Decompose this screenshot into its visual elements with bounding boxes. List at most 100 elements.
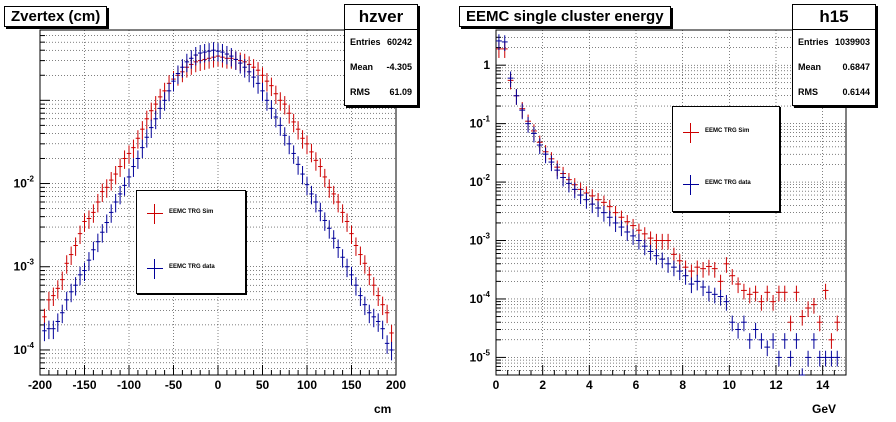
data-point bbox=[665, 233, 671, 250]
data-point bbox=[694, 274, 701, 291]
data-point bbox=[122, 150, 127, 169]
data-point bbox=[781, 285, 788, 302]
data-point bbox=[659, 252, 666, 269]
data-point bbox=[375, 287, 381, 306]
data-point bbox=[349, 266, 354, 286]
legend-label-sim: EEMC TRG Sim bbox=[169, 209, 214, 215]
data-point bbox=[278, 117, 283, 136]
x-tick-label: -200 bbox=[28, 378, 52, 392]
data-point bbox=[157, 100, 163, 119]
x-tick-label: 150 bbox=[341, 378, 361, 392]
data-point bbox=[46, 291, 52, 311]
data-point bbox=[51, 287, 56, 306]
right-stats-box: h15 Entries 1039903 Mean 0.6847 RMS 0.6144 bbox=[792, 4, 876, 106]
x-tick-label: -50 bbox=[165, 378, 183, 392]
x-tick-label: 0 bbox=[215, 378, 222, 392]
data-point bbox=[501, 35, 508, 51]
data-point bbox=[309, 185, 314, 205]
data-point bbox=[764, 285, 771, 302]
data-point bbox=[108, 172, 114, 191]
data-point bbox=[741, 283, 747, 300]
data-point bbox=[64, 291, 69, 311]
series-data bbox=[42, 42, 394, 361]
y-tick-label: 10-4 bbox=[470, 290, 491, 306]
data-point bbox=[758, 294, 765, 311]
y-tick-label: 10-5 bbox=[470, 348, 491, 364]
data-point bbox=[64, 255, 69, 274]
data-point bbox=[327, 220, 332, 239]
data-point bbox=[694, 260, 701, 277]
data-point bbox=[260, 67, 265, 86]
data-point bbox=[260, 82, 265, 102]
data-point bbox=[384, 335, 390, 354]
data-point bbox=[135, 150, 141, 169]
data-point bbox=[55, 313, 61, 332]
data-point bbox=[793, 285, 800, 302]
x-tick-label: 8 bbox=[679, 378, 686, 392]
data-point bbox=[717, 274, 724, 291]
data-point bbox=[752, 322, 759, 339]
data-point bbox=[117, 158, 123, 177]
data-point bbox=[711, 287, 718, 304]
data-point bbox=[117, 185, 123, 205]
y-tick-label: 10-3 bbox=[14, 258, 35, 274]
data-point bbox=[171, 73, 176, 92]
data-point bbox=[507, 71, 514, 88]
data-point bbox=[566, 176, 572, 193]
data-point bbox=[322, 168, 328, 188]
data-point bbox=[659, 233, 666, 250]
data-point bbox=[560, 170, 566, 187]
data-point bbox=[729, 315, 736, 332]
data-point bbox=[318, 202, 323, 222]
data-point bbox=[519, 103, 526, 120]
data-point bbox=[636, 233, 642, 250]
data-point bbox=[344, 258, 350, 278]
data-point bbox=[318, 158, 323, 177]
data-point bbox=[340, 204, 345, 223]
data-point bbox=[781, 333, 788, 349]
data-point bbox=[269, 77, 274, 97]
data-point bbox=[353, 277, 359, 296]
data-point bbox=[589, 197, 596, 214]
data-point bbox=[211, 42, 216, 61]
y-tick-label: 10-2 bbox=[470, 173, 491, 189]
data-point bbox=[73, 237, 78, 256]
data-point bbox=[264, 92, 270, 111]
data-point bbox=[295, 121, 301, 140]
data-point bbox=[304, 176, 310, 196]
data-point bbox=[255, 75, 261, 94]
data-point bbox=[224, 45, 230, 65]
data-point bbox=[91, 204, 96, 223]
left-stats-box: hzver Entries 60242 Mean -4.305 RMS 61.09 bbox=[344, 4, 418, 106]
data-point bbox=[108, 204, 114, 223]
data-point bbox=[153, 110, 158, 130]
data-point bbox=[189, 50, 194, 69]
stats-entries-row: Entries 60242 bbox=[350, 37, 412, 47]
data-point bbox=[653, 233, 660, 250]
data-point bbox=[122, 177, 127, 196]
data-point bbox=[313, 152, 319, 171]
stats-mean-row: Mean -4.305 bbox=[350, 62, 412, 72]
data-point bbox=[571, 182, 578, 199]
data-point bbox=[291, 145, 296, 164]
y-tick-label: 10-1 bbox=[470, 115, 491, 131]
data-point bbox=[51, 320, 56, 340]
right-legend: EEMC TRG Sim EEMC TRG data bbox=[672, 106, 780, 212]
y-tick-label: 10-2 bbox=[14, 175, 35, 191]
data-point bbox=[375, 313, 381, 332]
data-point bbox=[811, 297, 817, 314]
data-point bbox=[770, 294, 776, 311]
x-tick-label: 14 bbox=[816, 378, 830, 392]
x-tick-label: 200 bbox=[386, 378, 406, 392]
data-point bbox=[322, 212, 328, 231]
data-point bbox=[358, 246, 363, 265]
data-point bbox=[816, 315, 823, 332]
data-point bbox=[149, 119, 154, 139]
data-point bbox=[371, 308, 376, 328]
data-point bbox=[269, 100, 274, 119]
data-point bbox=[676, 264, 683, 281]
data-point bbox=[60, 271, 65, 291]
data-point bbox=[787, 315, 794, 332]
data-point bbox=[60, 304, 65, 324]
data-point bbox=[175, 65, 181, 84]
